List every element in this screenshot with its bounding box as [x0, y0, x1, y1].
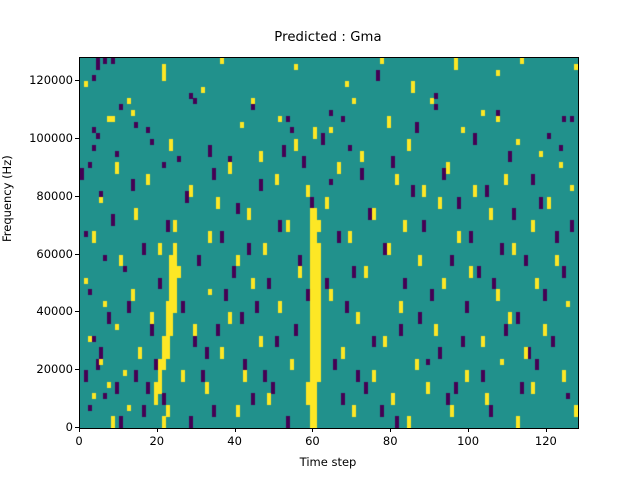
x-tick-mark: [468, 428, 470, 432]
y-tick-mark: [75, 369, 79, 371]
x-tick-label: 0: [75, 434, 83, 448]
x-tick-mark: [79, 428, 80, 432]
y-axis-label: Frequency (Hz): [0, 155, 14, 242]
heatmap-plot-area[interactable]: [79, 57, 579, 429]
y-tick-label: 40000: [36, 304, 73, 319]
x-tick-label: 80: [382, 434, 398, 448]
x-tick-label: 60: [305, 434, 320, 448]
y-tick-mark: [75, 427, 79, 428]
y-tick-label: 60000: [36, 246, 73, 261]
page-title: Predicted : Gma: [274, 30, 382, 45]
y-tick-mark: [75, 311, 79, 313]
x-tick-mark: [390, 428, 392, 432]
y-tick-mark: [75, 253, 79, 255]
x-tick-label: 120: [534, 434, 557, 448]
y-tick-mark: [75, 137, 79, 139]
x-tick-mark: [234, 428, 236, 432]
x-axis-label: Time step: [299, 455, 357, 469]
y-tick-label: 80000: [36, 188, 73, 203]
y-tick-label: 100000: [29, 130, 73, 145]
y-tick-mark: [75, 80, 79, 82]
y-tick-label: 20000: [36, 362, 73, 377]
heatmap-image: [80, 58, 578, 428]
x-tick-mark: [156, 428, 158, 432]
y-tick-mark: [75, 195, 79, 197]
x-tick-label: 100: [457, 434, 480, 448]
x-tick-label: 20: [149, 434, 165, 448]
x-tick-label: 40: [227, 434, 242, 448]
y-tick-label: 120000: [29, 73, 73, 88]
x-tick-mark: [545, 428, 547, 432]
x-tick-mark: [312, 428, 314, 432]
y-tick-label: 0: [65, 420, 73, 434]
